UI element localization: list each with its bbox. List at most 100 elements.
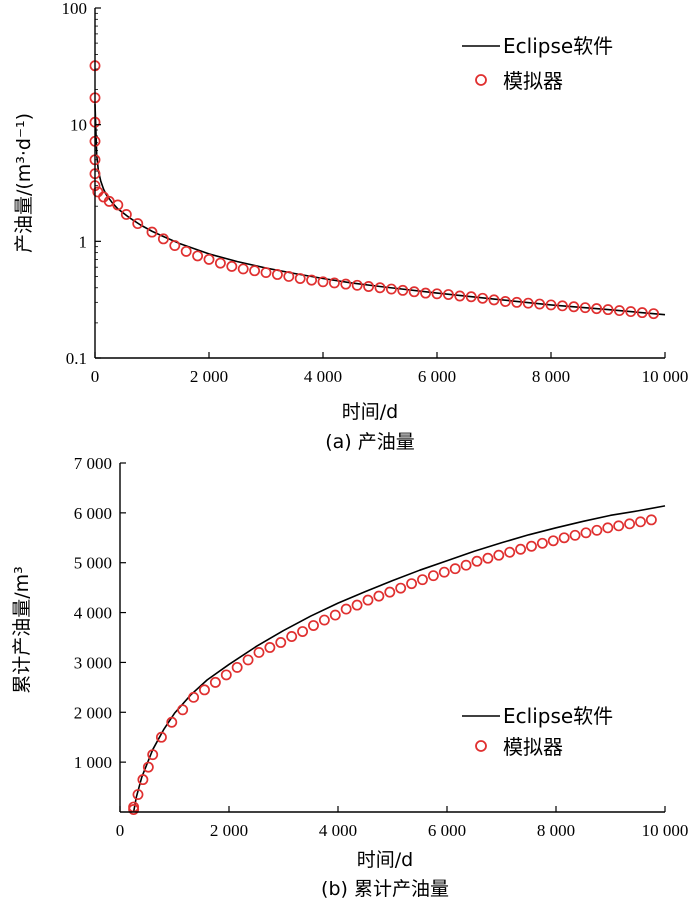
- x-tick-label: 6 000: [418, 367, 456, 386]
- data-point: [253, 647, 265, 658]
- data-point: [142, 761, 154, 773]
- data-point: [340, 603, 352, 615]
- chart-a-legend-marker-swatch: [475, 74, 487, 86]
- chart-a-legend-line-label: Eclipse软件: [503, 34, 613, 58]
- data-point: [317, 276, 329, 288]
- chart-a-axes: [94, 8, 665, 359]
- data-point: [132, 789, 144, 801]
- y-tick-label: 6 000: [74, 504, 112, 523]
- data-point: [188, 691, 200, 703]
- data-point: [499, 296, 511, 307]
- data-point: [511, 296, 523, 308]
- chart-b-axes: [119, 463, 665, 813]
- data-point: [283, 271, 295, 282]
- chart-b-marks: [128, 505, 666, 815]
- x-tick-label: 10 000: [642, 821, 689, 840]
- data-point: [231, 661, 243, 673]
- data-point: [214, 257, 226, 269]
- y-tick-label: 5 000: [74, 554, 112, 573]
- data-point: [260, 267, 272, 279]
- data-point: [515, 543, 527, 555]
- data-point: [166, 716, 178, 728]
- data-point: [534, 298, 546, 310]
- chart-b-legend: Eclipse软件 模拟器: [462, 704, 613, 759]
- data-point: [275, 637, 287, 648]
- x-tick-label: 4 000: [304, 367, 342, 386]
- data-point: [545, 299, 557, 311]
- y-tick-label: 1 000: [74, 753, 112, 772]
- data-point: [420, 287, 432, 299]
- y-tick-label: 0.1: [66, 349, 87, 368]
- chart-a-ylabel: 产油量/(m³·d⁻¹): [13, 113, 35, 253]
- data-point: [297, 626, 309, 637]
- data-point: [636, 307, 648, 319]
- data-point: [177, 704, 189, 716]
- data-point: [384, 586, 396, 598]
- data-point: [635, 516, 646, 528]
- data-point: [613, 520, 625, 532]
- x-tick-label: 2 000: [190, 367, 228, 386]
- data-point: [120, 208, 132, 220]
- chart-b-caption: (b) 累计产油量: [321, 878, 449, 900]
- chart-a: 0 2 000 4 000 6 000 8 000 10 000 0.1 1 10 100 时间/…: [13, 0, 688, 453]
- data-point: [112, 199, 124, 211]
- data-point: [351, 279, 363, 291]
- y-tick-label: 1: [79, 232, 88, 251]
- chart-b-ylabel: 累计产油量/m³: [11, 566, 33, 694]
- data-point: [146, 226, 158, 238]
- data-point: [579, 302, 591, 314]
- chart-b-legend-marker-label: 模拟器: [503, 735, 563, 759]
- data-point: [625, 306, 637, 318]
- y-tick-label: 100: [62, 0, 88, 18]
- data-point: [591, 524, 603, 536]
- data-point: [226, 260, 238, 272]
- series-line: [132, 505, 666, 813]
- data-point: [286, 631, 298, 642]
- data-point: [340, 278, 352, 290]
- chart-b-legend-marker-swatch: [475, 740, 487, 752]
- chart-a-ticks: 0 2 000 4 000 6 000 8 000 10 000 0.1 1 10 100: [62, 0, 689, 386]
- chart-b-ticks: 0 2 000 4 000 6 000 8 000 10 000 1 000 2 000 3 0…: [74, 454, 689, 840]
- data-point: [645, 514, 657, 526]
- data-point: [547, 535, 559, 547]
- data-point: [442, 289, 454, 300]
- y-tick-label: 4 000: [74, 604, 112, 623]
- data-point: [536, 537, 548, 549]
- data-point: [526, 540, 537, 552]
- data-point: [264, 642, 276, 653]
- data-point: [624, 518, 636, 530]
- data-point: [192, 250, 204, 262]
- data-point: [580, 527, 592, 539]
- data-point: [203, 253, 215, 265]
- x-tick-label: 0: [116, 821, 125, 840]
- data-point: [249, 265, 261, 277]
- x-tick-label: 10 000: [642, 367, 689, 386]
- data-point: [602, 522, 614, 534]
- data-point: [569, 529, 581, 541]
- chart-a-caption: (a) 产油量: [325, 431, 415, 453]
- y-tick-label: 7 000: [74, 454, 112, 473]
- data-point: [522, 297, 534, 309]
- data-point: [488, 294, 500, 306]
- data-point: [438, 566, 450, 578]
- data-point: [613, 305, 625, 317]
- x-tick-label: 0: [91, 367, 100, 386]
- data-point: [471, 555, 483, 567]
- data-point: [397, 284, 409, 296]
- data-point: [556, 300, 568, 312]
- data-point: [385, 283, 397, 295]
- data-point: [493, 549, 505, 561]
- data-point: [591, 303, 603, 315]
- data-point: [395, 582, 407, 594]
- data-point: [180, 245, 192, 257]
- x-tick-label: 8 000: [537, 821, 575, 840]
- data-point: [427, 570, 439, 582]
- data-point: [465, 291, 477, 303]
- data-point: [373, 590, 385, 602]
- data-point: [306, 274, 318, 286]
- data-point: [363, 281, 375, 292]
- data-point: [318, 614, 330, 626]
- data-point: [449, 563, 461, 575]
- chart-b-legend-line-label: Eclipse软件: [503, 704, 613, 728]
- data-point: [431, 288, 443, 300]
